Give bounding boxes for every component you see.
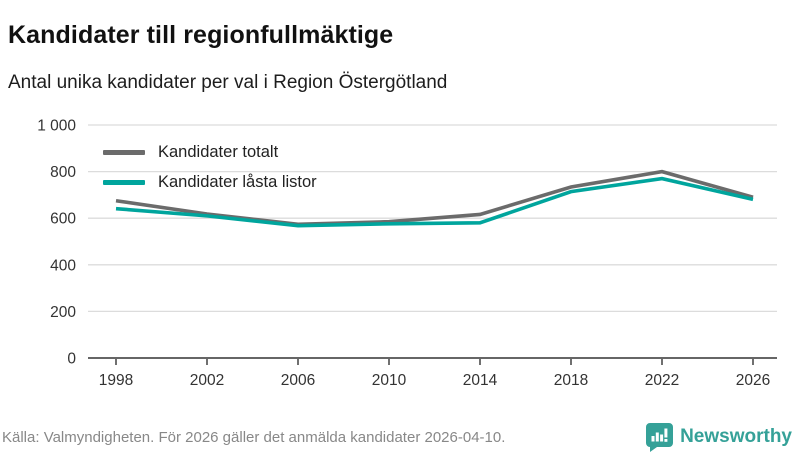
newsworthy-brand-link[interactable]: Newsworthy	[646, 422, 792, 452]
legend-label-locked-lists: Kandidater låsta listor	[158, 173, 317, 191]
footer: Källa: Valmyndigheten. För 2026 gäller d…	[0, 422, 792, 452]
svg-text:1 000: 1 000	[37, 118, 76, 135]
svg-text:2002: 2002	[190, 372, 224, 389]
page-subtitle: Antal unika kandidater per val i Region …	[8, 72, 448, 93]
legend-label-total: Kandidater totalt	[158, 143, 279, 161]
source-note: Källa: Valmyndigheten. För 2026 gäller d…	[2, 428, 506, 446]
svg-text:400: 400	[50, 257, 76, 274]
svg-text:600: 600	[50, 211, 76, 228]
svg-text:2022: 2022	[645, 372, 679, 389]
svg-text:800: 800	[50, 164, 76, 181]
svg-text:200: 200	[50, 304, 76, 321]
svg-text:2014: 2014	[463, 372, 498, 389]
svg-text:2026: 2026	[736, 372, 770, 389]
svg-text:0: 0	[67, 351, 76, 368]
page-title: Kandidater till regionfullmäktige	[8, 20, 394, 49]
chart-legend: Kandidater totalt Kandidater låsta listo…	[103, 142, 317, 193]
legend-item-locked-lists: Kandidater låsta listor	[103, 172, 317, 193]
legend-swatch-total	[103, 150, 145, 155]
brand-name: Newsworthy	[680, 426, 792, 447]
legend-item-total: Kandidater totalt	[103, 142, 317, 163]
svg-text:2018: 2018	[554, 372, 588, 389]
legend-swatch-locked-lists	[103, 180, 145, 185]
svg-text:2010: 2010	[372, 372, 407, 389]
newsworthy-logo-icon	[646, 422, 674, 452]
svg-text:2006: 2006	[281, 372, 315, 389]
svg-text:1998: 1998	[99, 372, 133, 389]
